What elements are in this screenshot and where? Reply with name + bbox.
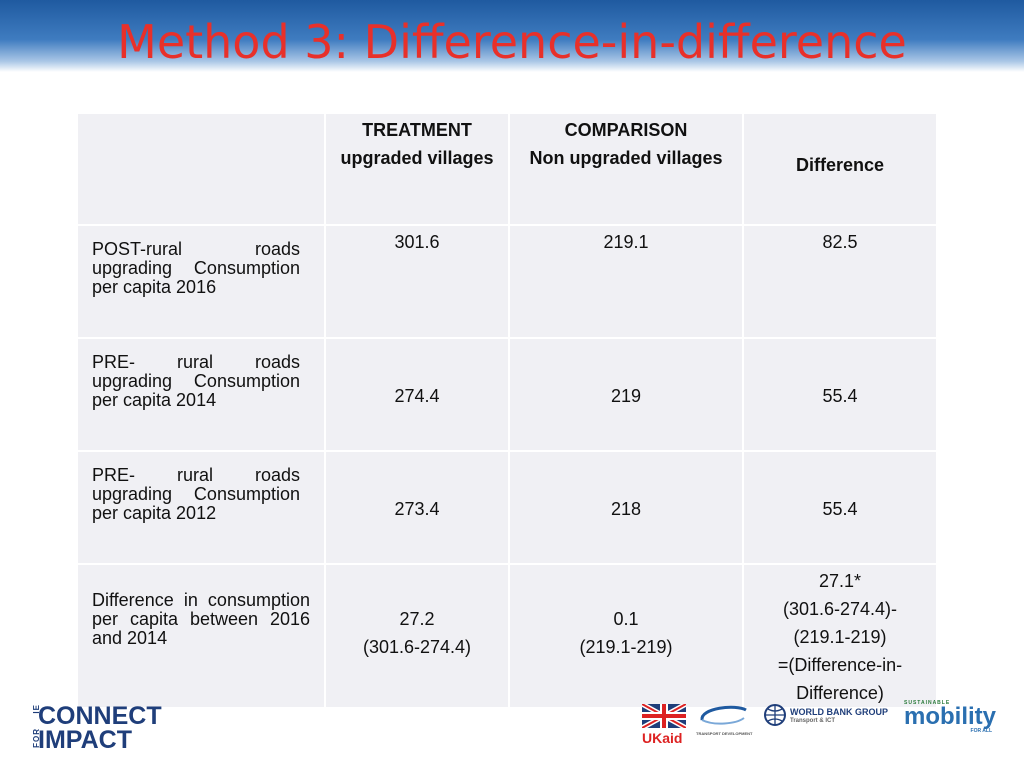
row-label-pre-2014: PRE- rural roads upgrading Consumption p… xyxy=(92,352,300,410)
difference-cell: 82.5 xyxy=(742,224,938,339)
difference-cell: 27.1* (301.6-274.4)- (219.1-219) =(Diffe… xyxy=(742,563,938,709)
ukaid-logo: UKaid xyxy=(640,701,688,746)
logo-impact-text: IMPACT xyxy=(38,726,132,754)
header-comparison-title: COMPARISON xyxy=(564,120,688,140)
uk-flag-icon xyxy=(640,701,688,731)
transport-logo: TRANSPORT DEVELOPMENT xyxy=(696,702,754,737)
footer-logos: IE FOR CONNECT IMPACT UKaid TRANSPORT DE… xyxy=(0,700,1024,768)
comparison-cell: 219.1 xyxy=(508,224,744,339)
comparison-value: 219.1 xyxy=(603,232,649,252)
worldbank-subtext: Transport & ICT xyxy=(790,718,836,724)
treatment-value: 273.4 xyxy=(394,499,440,519)
globe-icon xyxy=(764,704,786,726)
logo-connect-text: CONNECT xyxy=(38,702,162,730)
mobility-sub-text: FOR ALL xyxy=(970,728,992,734)
difference-formula-line1: (301.6-274.4)- xyxy=(782,599,898,619)
row-label-cell: PRE- rural roads upgrading Consumption p… xyxy=(76,337,326,452)
difference-value: 82.5 xyxy=(822,232,858,252)
mobility-top-text: SUSTAINABLE xyxy=(904,700,951,706)
treatment-cell: 274.4 xyxy=(324,337,510,452)
header-treatment: TREATMENT upgraded villages xyxy=(324,112,510,226)
table-row: Difference in consumption per capita bet… xyxy=(76,563,938,709)
treatment-value: 301.6 xyxy=(394,232,440,252)
sustainable-mobility-logo: SUSTAINABLE mobility FOR ALL xyxy=(904,700,1000,734)
header-difference-title: Difference xyxy=(795,155,885,175)
mobility-text: mobility xyxy=(904,703,997,730)
table-row: PRE- rural roads upgrading Consumption p… xyxy=(76,450,938,565)
treatment-cell: 273.4 xyxy=(324,450,510,565)
header-treatment-subtitle: upgraded villages xyxy=(340,148,494,168)
comparison-cell: 0.1 (219.1-219) xyxy=(508,563,744,709)
header-difference: Difference xyxy=(742,112,938,226)
comparison-value: 218 xyxy=(610,499,642,519)
treatment-value: 27.2 xyxy=(399,609,435,629)
treatment-formula: (301.6-274.4) xyxy=(362,637,472,657)
comparison-value: 0.1 xyxy=(613,609,639,629)
comparison-cell: 219 xyxy=(508,337,744,452)
header-band xyxy=(0,0,1024,72)
row-label-cell: PRE- rural roads upgrading Consumption p… xyxy=(76,450,326,565)
row-label-cell: POST-rural roads upgrading Consumption p… xyxy=(76,224,326,339)
table-header-row: TREATMENT upgraded villages COMPARISON N… xyxy=(76,112,938,226)
transport-text: TRANSPORT DEVELOPMENT xyxy=(696,731,753,736)
comparison-formula: (219.1-219) xyxy=(579,637,673,657)
row-label-post-2016: POST-rural roads upgrading Consumption p… xyxy=(92,239,300,297)
row-label-pre-2012: PRE- rural roads upgrading Consumption p… xyxy=(92,465,300,523)
comparison-value: 219 xyxy=(610,386,642,406)
table-row: POST-rural roads upgrading Consumption p… xyxy=(76,224,938,339)
transport-swoosh-icon xyxy=(700,705,747,725)
difference-cell: 55.4 xyxy=(742,337,938,452)
header-comparison: COMPARISON Non upgraded villages xyxy=(508,112,744,226)
treatment-value: 274.4 xyxy=(394,386,440,406)
table-row: PRE- rural roads upgrading Consumption p… xyxy=(76,337,938,452)
difference-value: 55.4 xyxy=(822,386,858,406)
treatment-cell: 27.2 (301.6-274.4) xyxy=(324,563,510,709)
difference-cell: 55.4 xyxy=(742,450,938,565)
difference-formula-line3: =(Difference-in- xyxy=(777,655,903,675)
header-comparison-subtitle: Non upgraded villages xyxy=(529,148,723,168)
difference-value: 55.4 xyxy=(822,499,858,519)
difference-formula-line4: Difference) xyxy=(796,683,884,703)
ukaid-text: UKaid xyxy=(642,730,683,746)
connect-for-impact-logo: IE FOR CONNECT IMPACT xyxy=(26,702,186,754)
header-treatment-title: TREATMENT xyxy=(362,120,472,140)
difference-formula-line2: (219.1-219) xyxy=(793,627,887,647)
header-empty-cell xyxy=(76,112,326,226)
difference-value: 27.1* xyxy=(818,571,862,591)
did-table: TREATMENT upgraded villages COMPARISON N… xyxy=(76,112,938,709)
row-label-cell: Difference in consumption per capita bet… xyxy=(76,563,326,709)
comparison-cell: 218 xyxy=(508,450,744,565)
treatment-cell: 301.6 xyxy=(324,224,510,339)
worldbank-text: WORLD BANK GROUP xyxy=(790,707,888,717)
row-label-difference: Difference in consumption per capita bet… xyxy=(92,590,310,648)
slide-title: Method 3: Difference-in-difference xyxy=(117,15,907,69)
